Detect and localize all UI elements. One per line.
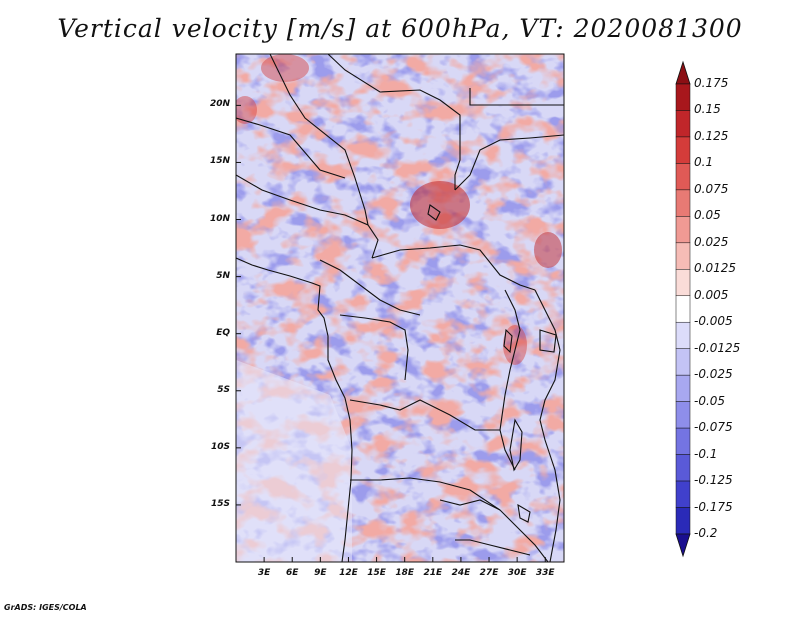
colorbar-band: [675, 136, 691, 164]
colorbar-band: [675, 480, 691, 508]
border: [350, 477, 549, 562]
colorbar-level-label: -0.05: [694, 393, 726, 408]
colorbar-level-label: 0.025: [694, 234, 729, 249]
border: [371, 244, 536, 291]
colorbar-level-label: 0.15: [694, 102, 721, 117]
colorbar-band: [675, 374, 691, 402]
border: [534, 289, 561, 562]
hotspot-ascent: [236, 96, 257, 124]
lon-tick-label: 6E: [286, 568, 299, 578]
map-frame: [235, 53, 565, 563]
ocean-calm-area: [236, 360, 352, 562]
border: [236, 117, 346, 179]
lon-tick-label: 33E: [535, 568, 555, 578]
lat-tick-label: 5S: [217, 384, 230, 395]
colorbar-band: [675, 427, 691, 455]
hotspot-ascent: [410, 181, 470, 229]
colorbar-level-label: 0.005: [694, 287, 729, 302]
border: [349, 399, 500, 431]
colorbar-level-label: -0.1: [694, 446, 718, 461]
lat-tick-label: 15N: [209, 156, 230, 167]
chart-title: Vertical velocity [m/s] at 600hPa, VT: 2…: [57, 14, 743, 43]
colorbar-band: [675, 163, 691, 191]
credit-text: GrADS: IGES/COLA: [4, 603, 87, 612]
hotspot-ascent: [534, 232, 562, 268]
lon-tick-label: 21E: [423, 568, 443, 578]
coastline: [236, 257, 353, 562]
lat-tick-label: EQ: [216, 327, 230, 338]
border: [469, 88, 564, 106]
colorbar-band: [675, 83, 691, 111]
border: [455, 539, 531, 556]
colorbar-level-label: 0.125: [694, 128, 729, 143]
colorbar-band: [675, 348, 691, 376]
border: [236, 174, 379, 259]
colorbar-level-label: 0.1: [694, 155, 714, 170]
colorbar-level-label: 0.175: [694, 76, 729, 90]
lon-tick-label: 24E: [451, 568, 471, 578]
colorbar-band: [675, 401, 691, 429]
colorbar-level-label: 0.0125: [694, 261, 736, 276]
border: [339, 314, 409, 381]
colorbar-level-label: -0.175: [694, 499, 733, 514]
lake-outline: [517, 503, 531, 523]
colorbar-level-label: 0.075: [694, 181, 729, 196]
lon-tick-label: 18E: [395, 568, 415, 578]
colorbar-band: [675, 110, 691, 138]
lon-tick-label: 15E: [367, 568, 386, 578]
colorbar-level-label: -0.005: [694, 314, 733, 329]
colorbar-band: [675, 295, 691, 323]
lat-tick-label: 10S: [210, 441, 230, 452]
lon-tick-label: 27E: [479, 568, 499, 578]
lon-tick-label: 9E: [314, 568, 327, 578]
colorbar-band: [675, 507, 691, 535]
lat-tick-label: 10N: [209, 213, 230, 224]
hotspot-ascent: [503, 325, 527, 365]
border: [269, 54, 369, 226]
colorbar-level-label: -0.2: [694, 526, 718, 540]
lat-tick-label: 15S: [210, 498, 230, 509]
lake-outline: [539, 329, 557, 353]
border: [319, 259, 421, 316]
lat-tick-label: 5N: [216, 270, 230, 281]
border: [439, 499, 501, 511]
border: [454, 134, 564, 191]
lon-tick-label: 30E: [507, 568, 527, 578]
colorbar-level-label: -0.025: [694, 367, 733, 382]
colorbar-level-label: -0.125: [694, 473, 733, 488]
colorbar-band: [675, 242, 691, 270]
axis-ticks: [236, 104, 546, 562]
lake-outline: [509, 418, 523, 472]
border: [327, 54, 461, 190]
colorbar-min-arrow: [675, 533, 691, 558]
colorbar-level-label: -0.075: [694, 420, 733, 435]
lat-tick-label: 20N: [209, 99, 230, 110]
lake-outline: [503, 328, 513, 354]
lake-outline: [427, 204, 441, 221]
border: [499, 289, 521, 471]
colorbar-max-arrow: [675, 60, 691, 85]
colorbar-band: [675, 189, 691, 217]
colorbar-band: [675, 321, 691, 349]
colorbar-band: [675, 269, 691, 297]
boundaries: [236, 54, 564, 562]
lon-tick-label: 3E: [257, 568, 271, 578]
colorbar-band: [675, 454, 691, 482]
colorbar-level-label: 0.05: [694, 208, 721, 223]
lon-tick-label: 12E: [339, 568, 358, 578]
colorbar-level-label: -0.0125: [694, 340, 741, 355]
colorbar-band: [675, 216, 691, 244]
velocity-field: [236, 54, 564, 562]
